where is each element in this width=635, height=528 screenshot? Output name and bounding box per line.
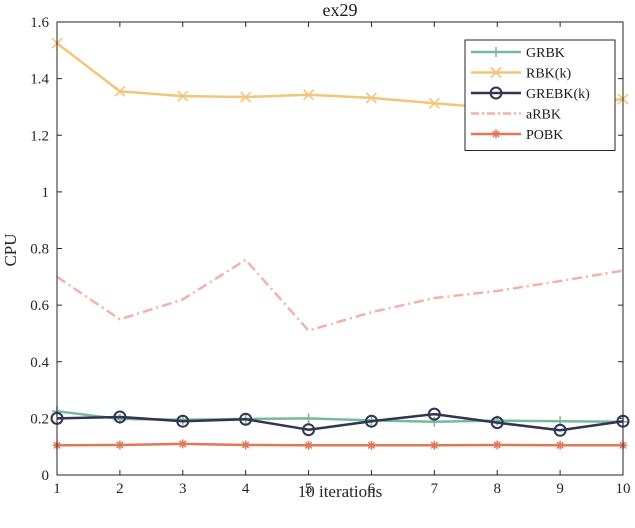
- data-point-rbk-k: [177, 90, 189, 102]
- legend-marker-grbk: [491, 47, 501, 57]
- plot-frame: [56, 21, 624, 476]
- legend-label-pobk: POBK: [526, 128, 563, 143]
- legend-item-grebk-k: GREBK(k): [471, 86, 590, 102]
- legend-label-grebk-k: GREBK(k): [526, 87, 590, 102]
- x-axis-title: 10 iterations: [298, 482, 383, 501]
- data-point-pobk: [178, 439, 188, 449]
- data-point-rbk-k: [240, 91, 252, 103]
- legend-marker-rbk-k: [490, 66, 502, 79]
- data-point-rbk-k: [302, 89, 315, 101]
- data-point-pobk: [555, 440, 565, 450]
- y-tick-label: 0.6: [30, 298, 49, 314]
- x-tick-label: 6: [368, 481, 376, 497]
- data-point-pobk: [241, 440, 251, 450]
- data-point-pobk: [429, 440, 439, 450]
- legend-label-grbk: GRBK: [526, 46, 565, 61]
- series-line-pobk: [56, 442, 623, 447]
- x-tick-label: 8: [493, 481, 501, 497]
- data-point-grebk-k: [302, 423, 316, 437]
- y-tick-label: 1.2: [30, 128, 49, 144]
- series-line-grebk-k: [56, 412, 624, 432]
- series-pobk: [52, 439, 628, 450]
- x-tick-label: 9: [556, 481, 564, 497]
- x-tick-label: 2: [116, 481, 124, 497]
- legend-item-pobk: POBK: [471, 128, 563, 143]
- data-point-pobk: [492, 440, 502, 450]
- y-axis-title: CPU: [1, 233, 20, 266]
- legend-label-rbk-k: RBK(k): [526, 67, 571, 82]
- data-point-pobk: [115, 440, 125, 450]
- data-point-pobk: [304, 440, 314, 450]
- series-line-arbk: [56, 258, 624, 332]
- legend-marker-grebk-k: [489, 86, 503, 100]
- x-tick-label: 1: [53, 481, 61, 497]
- data-point-rbk-k: [365, 92, 378, 104]
- legend-item-grbk: GRBK: [471, 46, 565, 61]
- data-point-grebk-k: [490, 416, 504, 430]
- x-tick-label: 5: [305, 481, 313, 497]
- x-tick-label: 4: [242, 481, 250, 497]
- x-tick-label: 10: [616, 481, 631, 497]
- series-line-grbk: [56, 410, 624, 424]
- chart-title: ex29: [323, 0, 358, 20]
- legend-item-arbk: aRBK: [471, 108, 561, 123]
- x-tick-label: 7: [431, 481, 439, 497]
- data-point-grebk-k: [553, 423, 567, 437]
- series-arbk: [56, 258, 624, 332]
- data-point-grbk: [429, 416, 440, 427]
- data-point-rbk-k: [428, 97, 440, 109]
- y-tick-label: 1.6: [30, 15, 49, 31]
- data-point-pobk: [366, 440, 376, 450]
- y-tick-label: 0.4: [30, 355, 49, 371]
- y-tick-label: 0: [42, 468, 50, 484]
- legend-marker-pobk: [491, 129, 501, 139]
- data-point-rbk-k: [114, 85, 126, 97]
- data-point-grebk-k: [239, 412, 253, 426]
- data-point-grbk: [303, 413, 314, 424]
- legend: GRBK RBK(k) GREBK(k) aRBK POBK: [464, 39, 616, 151]
- data-point-grebk-k: [364, 414, 378, 428]
- y-tick-label: 0.8: [30, 242, 49, 258]
- x-tick-label: 3: [179, 481, 187, 497]
- data-point-grebk-k: [427, 407, 441, 421]
- data-point-grebk-k: [176, 414, 190, 428]
- legend-item-rbk-k: RBK(k): [471, 67, 571, 82]
- legend-label-arbk: aRBK: [526, 108, 561, 123]
- series-grbk: [52, 406, 628, 427]
- y-tick-label: 0.2: [30, 411, 49, 427]
- y-tick-label: 1.4: [30, 72, 49, 88]
- plot-area: 1 2 3 4 5 6 7 8 9 10 0 0.2 0.4 0.6 0.8 1 1.2 1.4 1.6: [30, 15, 630, 497]
- data-point-grebk-k: [113, 410, 127, 424]
- y-tick-label: 1: [42, 185, 50, 201]
